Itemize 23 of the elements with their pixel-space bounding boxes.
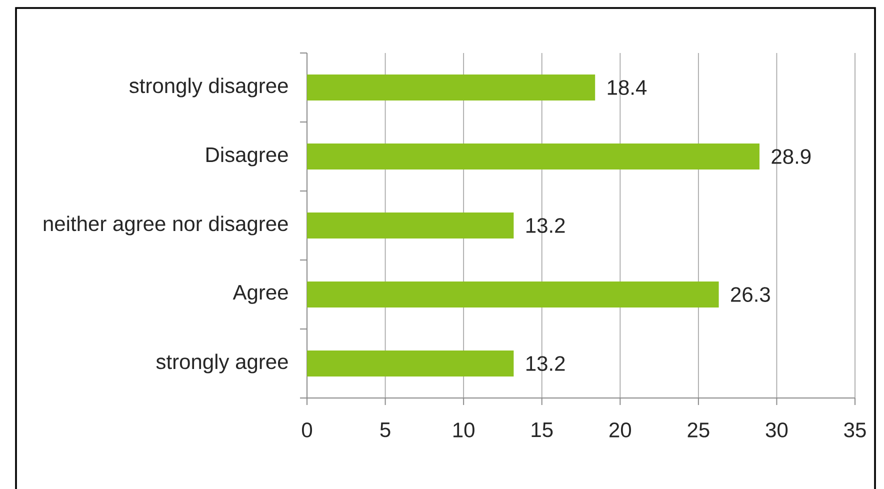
data-label: 26.3 [731, 287, 770, 302]
data-label: 28.9 [772, 149, 811, 164]
x-tick-label: 30 [766, 422, 788, 438]
data-label: 13.2 [526, 356, 565, 371]
y-tick-label: strongly disagree [129, 78, 288, 98]
x-tick-label: 15 [532, 422, 553, 438]
bar [307, 350, 514, 377]
bar [307, 74, 596, 101]
bar [307, 144, 760, 170]
x-tick-label: 5 [380, 422, 390, 438]
y-tick-label: Disagree [206, 146, 288, 166]
bar [307, 282, 719, 308]
x-tick-label: 10 [453, 422, 474, 438]
data-label: 18.4 [608, 80, 647, 95]
data-label: 13.2 [526, 218, 565, 233]
x-tick-label: 25 [688, 422, 710, 438]
x-tick-label: 20 [610, 422, 631, 438]
y-tick-label: neither agree nor disagree [44, 216, 288, 236]
bar [307, 212, 514, 239]
y-tick-label: Agree [232, 285, 288, 304]
x-tick-label: 0 [302, 422, 312, 438]
y-tick-label: strongly agree [156, 354, 288, 374]
x-tick-label: 35 [844, 422, 866, 438]
